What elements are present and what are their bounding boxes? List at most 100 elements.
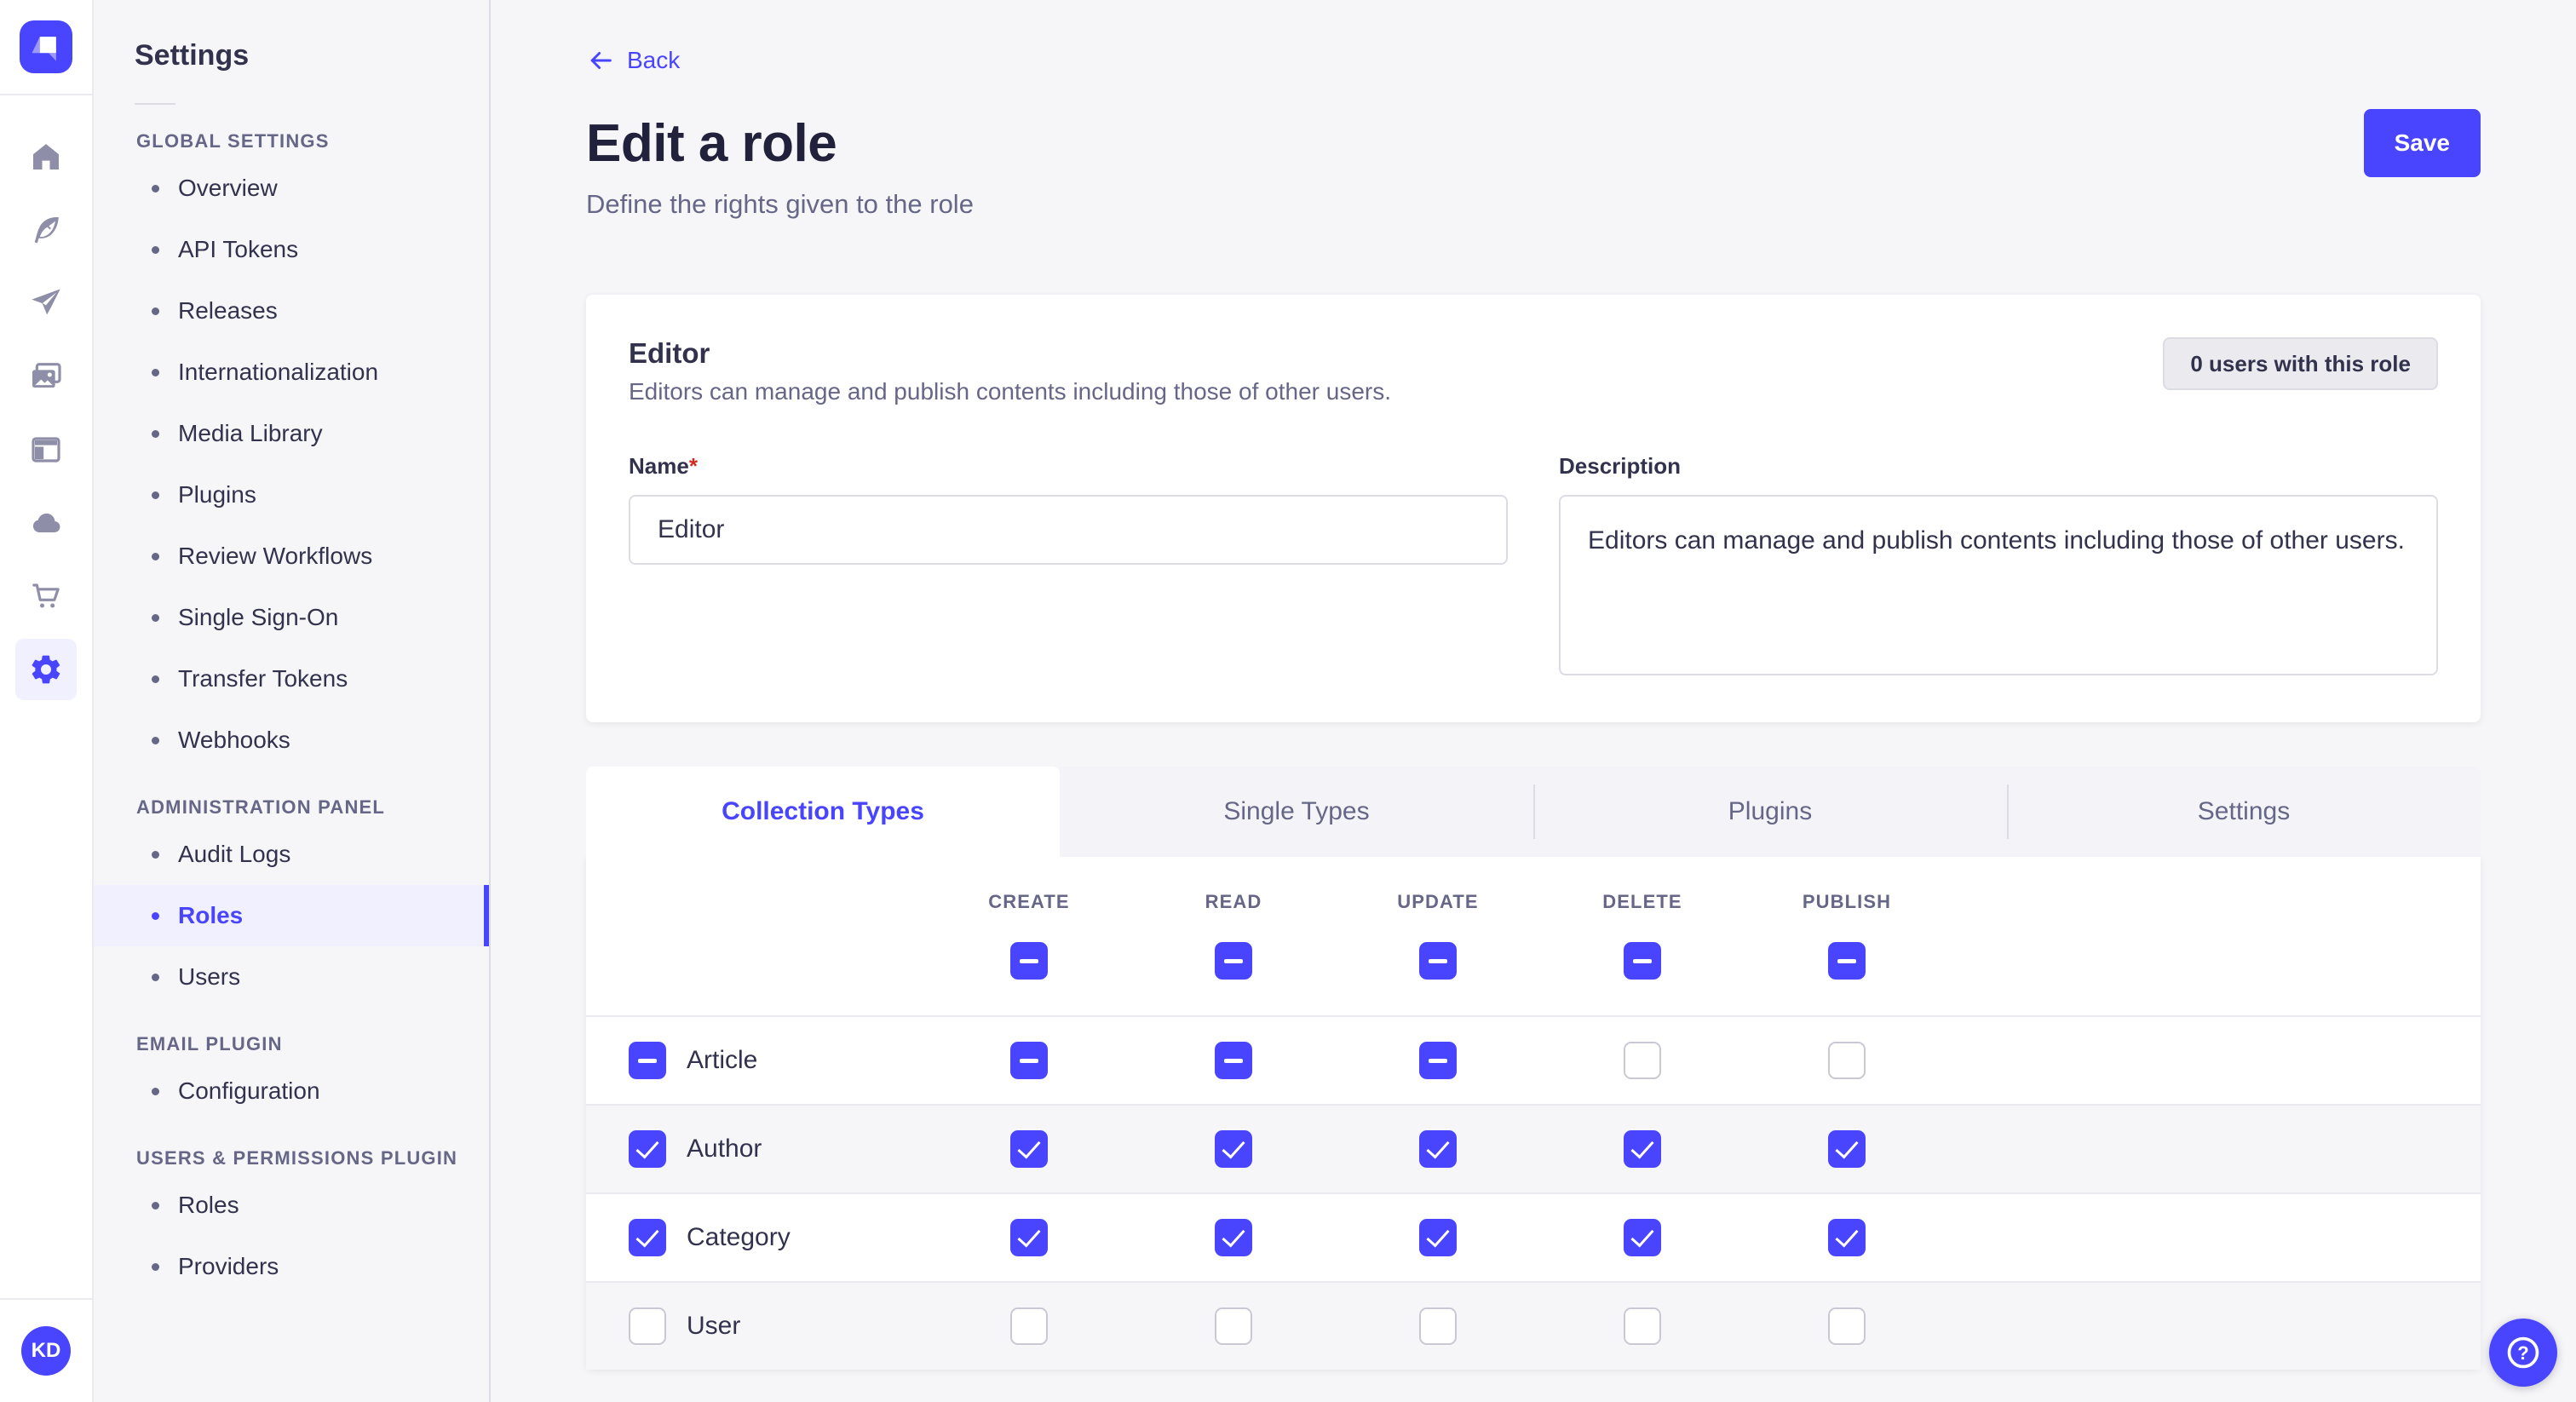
sidebar-item-users[interactable]: Users bbox=[94, 946, 489, 1008]
sidebar-item-label: Roles bbox=[178, 902, 244, 928]
bullet-icon bbox=[152, 429, 159, 438]
user-read-checkbox[interactable] bbox=[1215, 1307, 1252, 1345]
sidebar-item-review-workflows[interactable]: Review Workflows bbox=[94, 526, 489, 587]
page-subtitle: Define the rights given to the role bbox=[586, 189, 974, 219]
author-create-checkbox[interactable] bbox=[1010, 1130, 1048, 1168]
role-details-card: Editor Editors can manage and publish co… bbox=[586, 295, 2481, 722]
row-label: User bbox=[687, 1312, 741, 1340]
column-create: CREATE bbox=[927, 891, 1131, 980]
row-checkbox[interactable] bbox=[629, 1130, 666, 1168]
row-checkbox[interactable] bbox=[629, 1307, 666, 1345]
sidebar-item-label: Transfer Tokens bbox=[178, 665, 348, 692]
table-row-category: Category bbox=[586, 1192, 2481, 1281]
media-pictures-icon[interactable] bbox=[29, 359, 63, 394]
category-update-checkbox[interactable] bbox=[1419, 1219, 1457, 1256]
back-label: Back bbox=[627, 47, 681, 73]
description-textarea[interactable]: Editors can manage and publish contents … bbox=[1559, 495, 2438, 675]
strapi-logo-icon[interactable] bbox=[20, 20, 72, 73]
bullet-icon bbox=[152, 850, 159, 859]
author-update-checkbox[interactable] bbox=[1419, 1130, 1457, 1168]
content-type-builder-icon[interactable] bbox=[29, 433, 63, 467]
table-row-user: User bbox=[586, 1281, 2481, 1370]
select-all-create-checkbox[interactable] bbox=[1010, 942, 1048, 980]
back-link[interactable]: Back bbox=[586, 46, 680, 75]
sidebar-item-api-tokens[interactable]: API Tokens bbox=[94, 219, 489, 280]
logo-block bbox=[0, 0, 92, 95]
user-update-checkbox[interactable] bbox=[1419, 1307, 1457, 1345]
select-all-update-checkbox[interactable] bbox=[1419, 942, 1457, 980]
select-all-publish-checkbox[interactable] bbox=[1828, 942, 1866, 980]
article-publish-checkbox[interactable] bbox=[1828, 1042, 1866, 1079]
table-row-author: Author bbox=[586, 1104, 2481, 1192]
content-feather-icon[interactable] bbox=[29, 213, 63, 247]
avatar[interactable]: KD bbox=[21, 1326, 71, 1376]
author-delete-checkbox[interactable] bbox=[1624, 1130, 1661, 1168]
svg-text:?: ? bbox=[2517, 1342, 2528, 1364]
category-publish-checkbox[interactable] bbox=[1828, 1219, 1866, 1256]
tab-settings[interactable]: Settings bbox=[2007, 767, 2481, 857]
section-label: EMAIL PLUGIN bbox=[136, 1033, 283, 1054]
marketplace-cart-icon[interactable] bbox=[29, 579, 63, 613]
cloud-icon[interactable] bbox=[29, 506, 63, 540]
row-label: Article bbox=[687, 1046, 758, 1074]
user-publish-checkbox[interactable] bbox=[1828, 1307, 1866, 1345]
article-read-checkbox[interactable] bbox=[1215, 1042, 1252, 1079]
sidebar-section-global-settings: GLOBAL SETTINGS Overview API Tokens Rele… bbox=[94, 130, 489, 771]
question-mark-icon: ? bbox=[2507, 1336, 2539, 1369]
save-button[interactable]: Save bbox=[2363, 109, 2481, 177]
bullet-icon bbox=[152, 736, 159, 744]
release-paper-plane-icon[interactable] bbox=[29, 286, 63, 320]
select-all-read-checkbox[interactable] bbox=[1215, 942, 1252, 980]
sidebar-item-label: Review Workflows bbox=[178, 543, 373, 569]
home-icon[interactable] bbox=[29, 140, 63, 174]
sidebar-item-label: Overview bbox=[178, 175, 278, 201]
article-update-checkbox[interactable] bbox=[1419, 1042, 1457, 1079]
sidebar-item-internationalization[interactable]: Internationalization bbox=[94, 342, 489, 403]
bullet-icon bbox=[152, 1201, 159, 1210]
user-create-checkbox[interactable] bbox=[1010, 1307, 1048, 1345]
sidebar-item-plugins[interactable]: Plugins bbox=[94, 464, 489, 526]
article-create-checkbox[interactable] bbox=[1010, 1042, 1048, 1079]
page-title: Edit a role bbox=[586, 113, 837, 173]
column-header-label: UPDATE bbox=[1397, 891, 1479, 912]
name-input[interactable] bbox=[629, 495, 1508, 565]
users-with-role-button[interactable]: 0 users with this role bbox=[2163, 337, 2438, 390]
sidebar-section-email-plugin: EMAIL PLUGIN Configuration bbox=[94, 1033, 489, 1122]
category-create-checkbox[interactable] bbox=[1010, 1219, 1048, 1256]
user-delete-checkbox[interactable] bbox=[1624, 1307, 1661, 1345]
author-publish-checkbox[interactable] bbox=[1828, 1130, 1866, 1168]
sidebar-item-configuration[interactable]: Configuration bbox=[94, 1060, 489, 1122]
sidebar-item-roles[interactable]: Roles bbox=[94, 885, 489, 946]
row-label: Category bbox=[687, 1223, 791, 1251]
settings-gear-icon[interactable] bbox=[15, 639, 77, 700]
tab-single-types[interactable]: Single Types bbox=[1060, 767, 1533, 857]
bullet-icon bbox=[152, 368, 159, 376]
column-header-label: PUBLISH bbox=[1802, 891, 1892, 912]
sidebar-item-providers[interactable]: Providers bbox=[94, 1236, 489, 1297]
sidebar-item-webhooks[interactable]: Webhooks bbox=[94, 710, 489, 771]
table-row-article: Article bbox=[586, 1015, 2481, 1104]
name-field-group: Name* bbox=[629, 453, 1508, 680]
tab-collection-types[interactable]: Collection Types bbox=[586, 767, 1060, 857]
author-read-checkbox[interactable] bbox=[1215, 1130, 1252, 1168]
row-checkbox[interactable] bbox=[629, 1042, 666, 1079]
sidebar-title: Settings bbox=[135, 39, 250, 72]
bullet-icon bbox=[152, 245, 159, 254]
sidebar-item-releases[interactable]: Releases bbox=[94, 280, 489, 342]
sidebar-item-up-roles[interactable]: Roles bbox=[94, 1175, 489, 1236]
permissions-panel: CREATE READ UPDATE DELETE bbox=[586, 857, 2481, 1370]
sidebar-item-media-library[interactable]: Media Library bbox=[94, 403, 489, 464]
help-button[interactable]: ? bbox=[2489, 1319, 2557, 1387]
tab-plugins[interactable]: Plugins bbox=[1533, 767, 2007, 857]
category-read-checkbox[interactable] bbox=[1215, 1219, 1252, 1256]
main-content: Back Edit a role Save Define the rights … bbox=[491, 0, 2576, 1402]
sidebar-item-single-sign-on[interactable]: Single Sign-On bbox=[94, 587, 489, 648]
category-delete-checkbox[interactable] bbox=[1624, 1219, 1661, 1256]
article-delete-checkbox[interactable] bbox=[1624, 1042, 1661, 1079]
select-all-delete-checkbox[interactable] bbox=[1624, 942, 1661, 980]
sidebar-item-overview[interactable]: Overview bbox=[94, 158, 489, 219]
row-checkbox[interactable] bbox=[629, 1219, 666, 1256]
sidebar-item-transfer-tokens[interactable]: Transfer Tokens bbox=[94, 648, 489, 710]
column-header-label: READ bbox=[1205, 891, 1262, 912]
sidebar-item-audit-logs[interactable]: Audit Logs bbox=[94, 824, 489, 885]
